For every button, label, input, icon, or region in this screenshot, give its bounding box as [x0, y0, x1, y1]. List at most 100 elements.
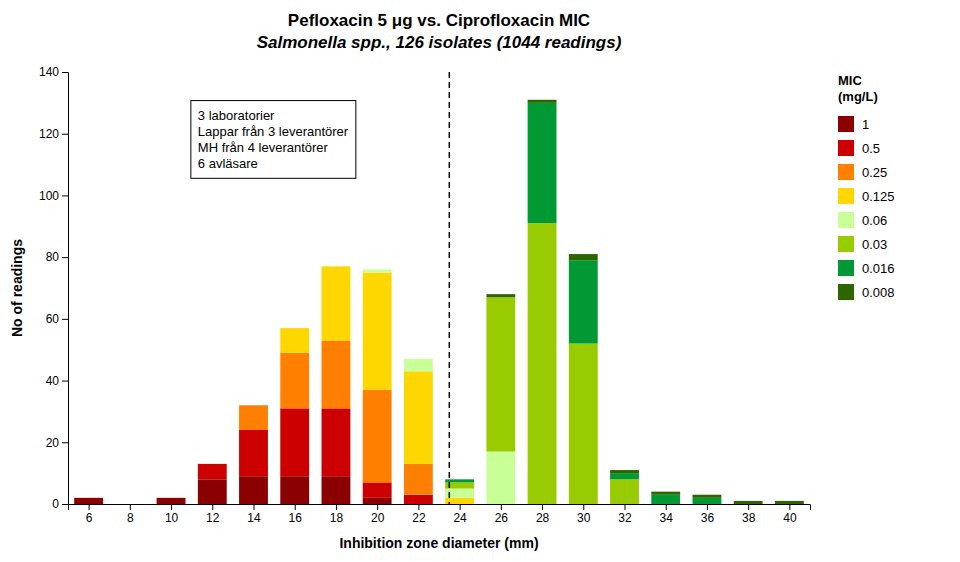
- bar-segment: [198, 463, 227, 464]
- tick: 32: [618, 504, 632, 525]
- bar-segment: [445, 479, 474, 482]
- legend-title: MIC(mg/L): [838, 73, 878, 104]
- bar-segment: [198, 463, 227, 464]
- bar-series: [363, 269, 516, 504]
- bar-series: [280, 266, 474, 504]
- tick: 16: [289, 504, 303, 525]
- tick-mark: [625, 504, 626, 510]
- legend-swatch: [838, 236, 854, 252]
- tick-label: 40: [783, 511, 797, 525]
- bar-segment: [115, 504, 144, 505]
- x-axis: 6810121416182022242628303234363840: [69, 504, 811, 525]
- bar-series: [445, 103, 721, 504]
- x-axis-label: Inhibition zone diameter (mm): [339, 535, 538, 551]
- bar-segment: [363, 273, 392, 390]
- bar-segment: [322, 340, 351, 408]
- tick: 100: [39, 189, 68, 203]
- tick-label: 22: [412, 511, 426, 525]
- tick: 14: [247, 504, 261, 525]
- bar-segment: [363, 269, 392, 270]
- axis-line: [62, 73, 69, 505]
- legend-swatch: [838, 140, 854, 156]
- marks: [74, 72, 804, 504]
- tick: 20: [46, 436, 68, 450]
- bar-segment: [239, 405, 268, 406]
- bar-series: [445, 223, 639, 504]
- tick: 36: [701, 504, 715, 525]
- bar-segment: [404, 358, 433, 359]
- bar-segment: [157, 498, 186, 504]
- tick-mark: [460, 504, 461, 510]
- bar-segment: [74, 498, 103, 504]
- tick-mark: [254, 504, 255, 510]
- bar-segment: [569, 254, 598, 260]
- bar-segment: [280, 353, 309, 409]
- annotation-line: MH från 4 leverantörer: [198, 140, 329, 155]
- bar-segment: [693, 495, 722, 498]
- legend-swatch: [838, 188, 854, 204]
- bar-segment: [322, 266, 351, 340]
- tick-label: 24: [453, 511, 467, 525]
- bar-segment: [775, 501, 804, 504]
- legend-item: 0.125: [838, 188, 895, 204]
- legend-label: 1: [862, 117, 869, 132]
- bar-segment: [322, 408, 351, 476]
- bar-segment: [322, 266, 351, 267]
- reference-line: [449, 72, 451, 504]
- tick: 34: [660, 504, 674, 525]
- tick-label: 30: [577, 511, 591, 525]
- tick: 18: [330, 504, 344, 525]
- bar-segment: [651, 492, 680, 495]
- bar-segment: [198, 479, 227, 504]
- tick-mark: [418, 504, 419, 510]
- bar-segment: [74, 497, 103, 498]
- bar-segment: [528, 223, 557, 504]
- tick-mark: [212, 504, 213, 510]
- bar-segment: [115, 504, 144, 505]
- tick: 60: [46, 312, 68, 326]
- chart: Pefloxacin 5 μg vs. Ciprofloxacin MICSal…: [0, 0, 960, 562]
- tick-label: 28: [536, 511, 550, 525]
- bar-segment: [734, 501, 763, 504]
- bar-segment: [280, 328, 309, 329]
- bar-segment: [486, 294, 515, 297]
- legend-label: 0.03: [862, 237, 887, 252]
- bar-segment: [115, 504, 144, 505]
- bar-segment: [322, 266, 351, 267]
- bar-segment: [198, 463, 227, 464]
- legend-swatch: [838, 116, 854, 132]
- tick-mark: [748, 504, 749, 510]
- legend-label: 0.5: [862, 141, 880, 156]
- bar-segment: [239, 405, 268, 406]
- tick: 26: [495, 504, 509, 525]
- bar-segment: [363, 498, 392, 504]
- bar-segment: [363, 269, 392, 272]
- title: Pefloxacin 5 μg vs. Ciprofloxacin MIC: [288, 11, 590, 30]
- legend-label: 0.125: [862, 189, 895, 204]
- bar-segment: [651, 495, 680, 504]
- legend-item: 0.016: [838, 260, 895, 276]
- tick-mark: [171, 504, 172, 510]
- tick: 80: [46, 250, 68, 264]
- bar-segment: [74, 497, 103, 498]
- bar-segment: [404, 495, 433, 504]
- bar-segment: [486, 452, 515, 504]
- tick-label: 20: [46, 436, 60, 450]
- tick: 38: [742, 504, 756, 525]
- annotation-line: 3 laboratorier: [198, 108, 275, 123]
- tick: 20: [371, 504, 385, 525]
- plot-area: 6810121416182022242628303234363840020406…: [9, 65, 811, 551]
- bar-segment: [322, 476, 351, 504]
- bar-segment: [157, 497, 186, 498]
- bar-segment: [74, 497, 103, 498]
- tick-mark: [62, 381, 68, 382]
- tick-mark: [583, 504, 584, 510]
- legend-item: 0.5: [838, 140, 880, 156]
- tick-label: 14: [247, 511, 261, 525]
- y-axis-label: No of readings: [9, 239, 25, 337]
- bar-segment: [363, 390, 392, 483]
- annotation-line: 6 avläsare: [198, 156, 258, 171]
- bar-segment: [280, 328, 309, 329]
- tick-mark: [666, 504, 667, 510]
- bar-segment: [115, 504, 144, 505]
